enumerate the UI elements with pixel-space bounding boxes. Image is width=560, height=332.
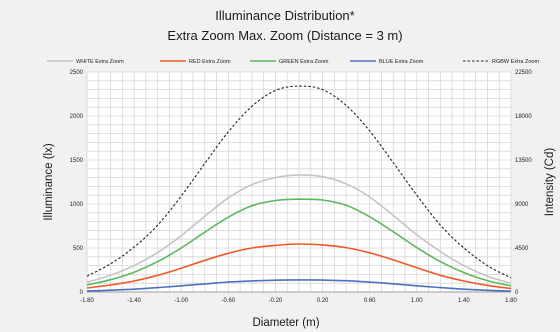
y-tick-label: 1000: [70, 202, 84, 208]
y-axis-label: Illuminance (lx): [43, 143, 55, 220]
chart-subtitle: Extra Zoom Max. Zoom (Distance = 3 m): [167, 28, 402, 43]
y-tick-label: 1500: [70, 158, 84, 164]
legend-label: WHITE Extra Zoom: [76, 59, 124, 65]
x-tick-label: -1.80: [80, 298, 94, 304]
y2-tick-label: 18000: [515, 114, 532, 120]
x-tick-label: -0.20: [269, 298, 283, 304]
y2-tick-label: 22500: [515, 70, 532, 76]
y2-axis-label: Intensity (Cd): [544, 148, 556, 217]
x-tick-label: 0.60: [364, 298, 376, 304]
x-tick-label: -1.40: [127, 298, 141, 304]
x-tick-label: -1.00: [174, 298, 188, 304]
y-tick-label: 2000: [70, 114, 84, 120]
legend-label: RED Extra Zoom: [189, 59, 231, 65]
x-tick-label: 1.80: [505, 298, 517, 304]
x-axis-label: Diameter (m): [252, 317, 319, 329]
x-tick-label: 1.40: [458, 298, 470, 304]
y-tick-label: 2500: [70, 70, 84, 76]
y2-tick-label: 13500: [515, 158, 532, 164]
y2-tick-label: 9000: [515, 202, 529, 208]
x-tick-label: -0.60: [221, 298, 235, 304]
chart-title: Illuminance Distribution*: [215, 8, 354, 23]
y-tick-label: 0: [80, 290, 84, 296]
legend-label: RGBW Extra Zoom: [492, 59, 539, 65]
y-tick-label: 500: [73, 246, 84, 252]
legend-label: GREEN Extra Zoom: [279, 59, 329, 65]
legend-label: BLUE Extra Zoom: [379, 59, 424, 65]
x-tick-label: 0.20: [317, 298, 329, 304]
x-tick-label: 1.00: [411, 298, 423, 304]
y2-tick-label: 4500: [515, 246, 529, 252]
y2-tick-label: 0: [515, 290, 519, 296]
